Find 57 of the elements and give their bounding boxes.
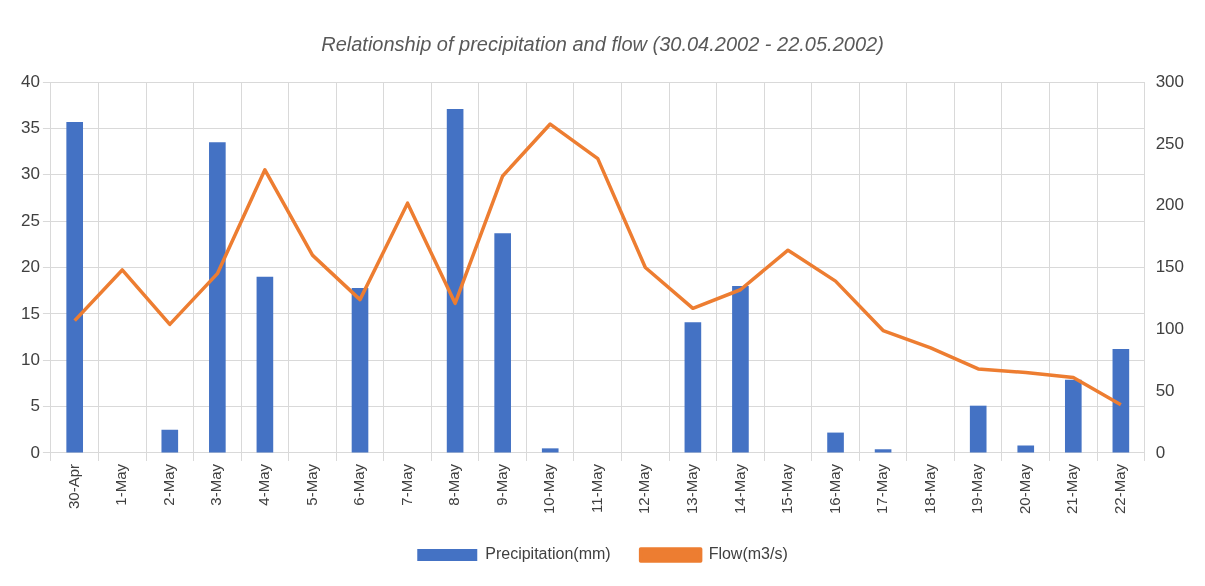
y2-tick-label: 100 (1155, 319, 1185, 339)
x-tick-label: 14-May (730, 463, 748, 515)
x-tick-label: 6-May (350, 463, 368, 506)
x-tick-label: 13-May (683, 463, 701, 515)
y-tick-label: 10 (20, 349, 40, 369)
chart-title: Relationship of precipitation and flow (30.04.2002 - 22.05.2002) (321, 32, 884, 55)
bar (446, 108, 464, 453)
x-tick-label: 15-May (778, 463, 796, 515)
y-tick-label: 15 (20, 303, 40, 323)
x-tick-label: 3-May (207, 463, 225, 506)
y-tick-label: 0 (30, 442, 40, 462)
y2-tick-label: 50 (1155, 380, 1175, 400)
y-tick-label: 35 (20, 118, 40, 138)
y2-tick-label: 300 (1155, 71, 1185, 91)
y2-tick-label: 200 (1155, 195, 1185, 215)
bar (827, 432, 844, 453)
x-tick-label: 30-Apr (64, 463, 82, 510)
x-tick-label: 18-May (920, 463, 938, 515)
y-tick-label: 5 (30, 396, 40, 416)
x-tick-label: 22-May (1111, 463, 1128, 515)
bar (541, 448, 559, 453)
bar (161, 429, 179, 453)
y2-tick-label: 0 (1155, 442, 1166, 462)
x-tick-label: 10-May (540, 463, 558, 515)
x-tick-label: 12-May (635, 463, 653, 515)
y2-tick-label: 250 (1155, 133, 1185, 153)
bar (732, 286, 749, 453)
bar (1064, 379, 1082, 453)
x-tick-label: 11-May (587, 463, 605, 513)
y-tick-label: 25 (20, 210, 40, 230)
x-tick-label: 19-May (968, 463, 986, 515)
legend-label: Flow(m3/s) (708, 545, 788, 563)
x-tick-label: 21-May (1063, 463, 1081, 515)
y-tick-label: 40 (20, 71, 40, 91)
y2-tick-label: 150 (1155, 257, 1185, 277)
x-tick-label: 17-May (873, 463, 891, 515)
x-tick-label: 16-May (825, 463, 843, 515)
bar (494, 233, 511, 453)
bar (684, 322, 702, 453)
legend-label: Precipitation(mm) (485, 545, 611, 563)
bar (66, 121, 84, 453)
y-tick-label: 20 (20, 257, 40, 277)
bar (969, 405, 987, 453)
bar (874, 449, 892, 453)
x-tick-label: 7-May (397, 463, 415, 506)
x-tick-label: 9-May (492, 463, 510, 506)
bar (1112, 349, 1130, 453)
x-tick-label: 8-May (445, 463, 463, 506)
x-tick-label: 5-May (302, 463, 320, 506)
x-tick-label: 1-May (112, 463, 130, 506)
x-tick-label: 4-May (255, 463, 273, 506)
bar (351, 287, 369, 453)
y-tick-label: 30 (20, 164, 40, 184)
x-tick-label: 2-May (159, 463, 177, 506)
bar (209, 142, 226, 453)
bar (256, 276, 274, 453)
x-tick-label: 20-May (1015, 463, 1033, 515)
